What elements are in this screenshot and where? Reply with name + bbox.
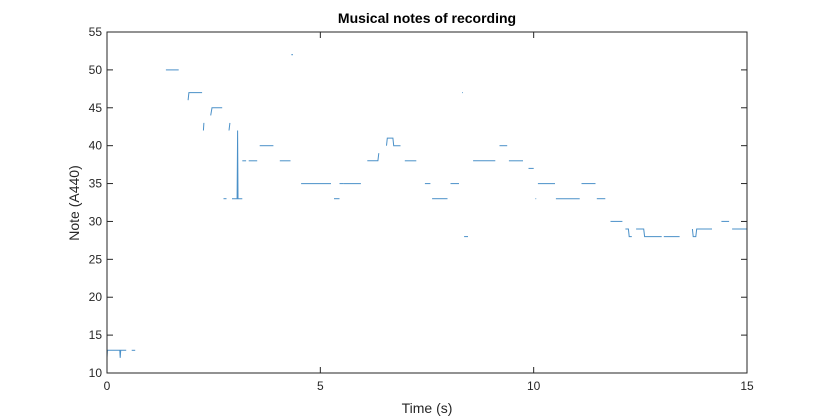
x-tick-label: 5 bbox=[317, 379, 324, 393]
series-segment bbox=[386, 137, 401, 147]
series-segment bbox=[187, 92, 203, 101]
tick-layer: 0 5 10 15 10 15 20 25 30 35 40 45 50 55 bbox=[89, 25, 754, 393]
y-tick-label: 15 bbox=[89, 328, 103, 342]
series-segment bbox=[228, 122, 231, 131]
x-tick-label: 15 bbox=[740, 379, 754, 393]
series-segment bbox=[232, 130, 243, 200]
y-tick-label: 40 bbox=[89, 139, 103, 153]
series-segment bbox=[202, 122, 205, 131]
y-tick-label: 45 bbox=[89, 101, 103, 115]
x-axis-label: Time (s) bbox=[402, 400, 453, 416]
series-segment bbox=[625, 228, 632, 238]
y-tick-label: 50 bbox=[89, 63, 103, 77]
y-tick-label: 30 bbox=[89, 214, 103, 228]
y-tick-label: 25 bbox=[89, 252, 103, 266]
x-tick-label: 0 bbox=[104, 379, 111, 393]
series-segment bbox=[691, 228, 712, 238]
series-segment bbox=[367, 153, 380, 162]
series-segment bbox=[210, 107, 223, 116]
axes-box bbox=[106, 31, 748, 374]
y-tick-label: 10 bbox=[89, 366, 103, 380]
series-segment bbox=[636, 228, 662, 238]
chart-title: Musical notes of recording bbox=[338, 10, 516, 26]
y-tick-label: 35 bbox=[89, 177, 103, 191]
series-layer bbox=[106, 54, 747, 358]
x-tick-label: 10 bbox=[527, 379, 541, 393]
y-tick-label: 55 bbox=[89, 25, 103, 39]
plot-background bbox=[107, 32, 747, 373]
y-axis-label: Note (A440) bbox=[66, 165, 82, 240]
y-tick-label: 20 bbox=[89, 290, 103, 304]
